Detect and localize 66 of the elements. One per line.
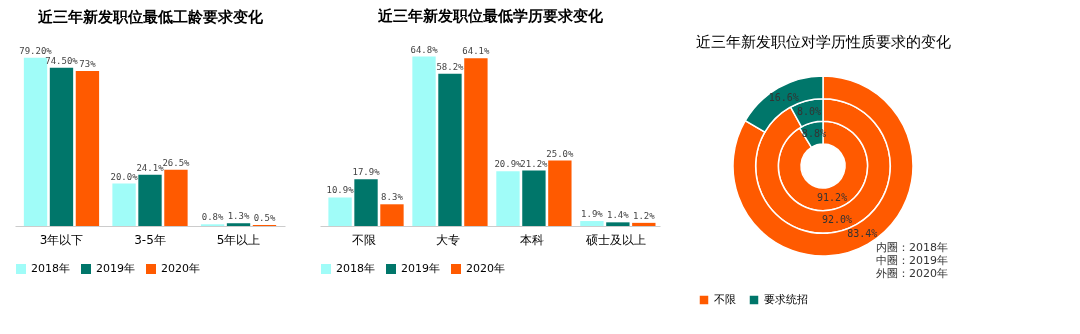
bar [164,169,188,226]
x-tick-label: 本科 [519,232,544,247]
bar [606,222,630,226]
data-label: 21.2% [520,158,549,169]
data-label: 1.3% [227,211,250,222]
data-label: 79.20% [19,45,53,56]
legend-label: 要求统招 [764,293,808,306]
data-label: 24.1% [136,162,165,173]
data-label: 26.5% [162,157,191,168]
data-label: 20.0% [110,171,139,182]
bar [75,70,100,226]
legend-label: 不限 [714,293,736,306]
data-label: 1.4% [607,210,630,221]
data-label: 16.6% [768,91,799,103]
legend-label: 2018年 [31,262,70,275]
bar [438,73,462,226]
data-label: 73% [79,58,97,69]
x-tick-label: 大专 [436,232,461,247]
legend-label: 2019年 [401,262,440,275]
legend-label: 2018年 [336,262,375,275]
data-label: 74.50% [45,55,79,66]
data-label: 92.0% [821,214,852,226]
bar [580,221,604,226]
bar [138,174,162,226]
chart-title: 近三年新发职位最低学历要求变化 [376,6,604,25]
chart-title: 近三年新发职位对学历性质要求的变化 [695,33,951,51]
chart-title: 近三年新发职位最低工龄要求变化 [36,7,264,26]
data-label: 25.0% [546,148,574,159]
data-label: 0.8% [201,212,224,223]
bar [328,197,352,226]
data-label: 1.9% [581,209,604,220]
bar [380,204,404,226]
data-label: 1.2% [632,210,656,221]
x-tick-label: 3-5年 [134,232,166,247]
data-label: 10.9% [326,185,355,196]
legend-label: 2020年 [466,262,505,275]
data-label: 64.8% [410,44,439,55]
bar [49,67,74,226]
bar [632,222,656,226]
text: 中圈：2019年 [876,254,948,267]
bar [112,183,136,226]
x-tick-label: 3年以下 [39,232,84,247]
data-label: 58.2% [436,61,465,72]
data-label: 17.9% [352,167,381,178]
x-tick-label: 不限 [352,232,377,247]
data-label: 8.3% [381,192,404,203]
bar [23,57,48,226]
bar [412,56,436,226]
bar [522,170,546,226]
bar [496,171,520,226]
legend-label: 2019年 [96,262,135,275]
bar [464,58,488,226]
data-label: 83.4% [847,228,878,240]
bar [226,223,251,226]
legend-label: 2020年 [161,262,200,275]
data-label: 8.0% [797,105,822,117]
data-label: 91.2% [817,192,848,204]
data-label: 64.1% [462,46,491,57]
x-tick-label: 硕士及以上 [584,232,646,247]
data-label: 0.5% [253,212,276,223]
text: 外圈：2020年 [876,267,948,280]
text: 内圈：2018年 [876,241,948,254]
bar [354,179,378,226]
bar [548,160,572,226]
data-label: 20.9% [494,159,523,170]
x-tick-label: 5年以上 [216,232,261,247]
